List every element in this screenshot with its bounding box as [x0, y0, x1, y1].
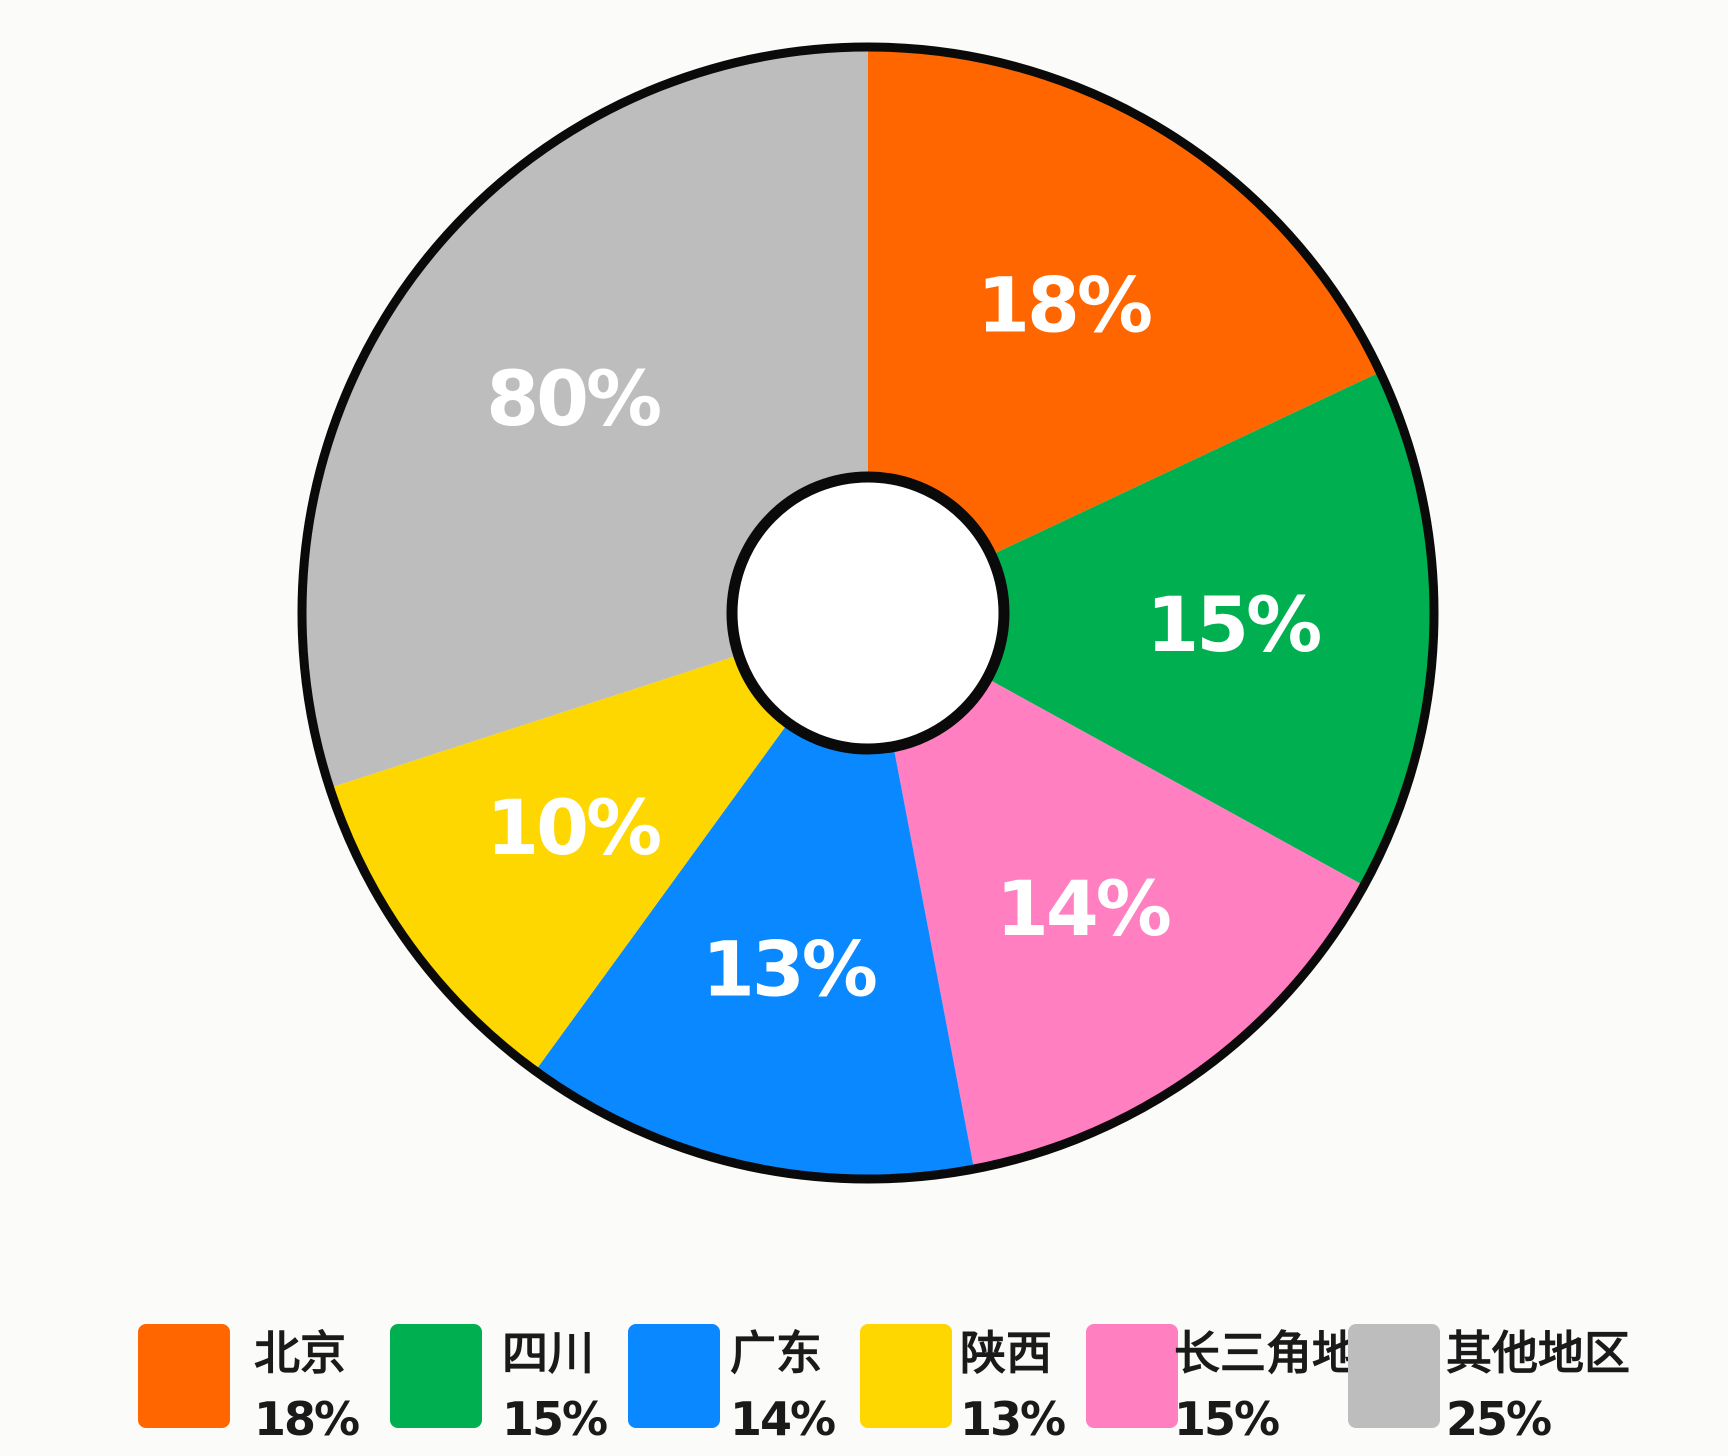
legend-name-0: 北京: [254, 1326, 346, 1380]
slice-label-1: 15%: [1146, 580, 1320, 669]
legend-text-3: 陕西 13%: [960, 1320, 1066, 1452]
legend-value-3: 13%: [960, 1392, 1066, 1446]
legend-value-1: 15%: [502, 1392, 608, 1446]
legend-swatch-3: [860, 1324, 952, 1428]
legend-text-2: 广东 14%: [730, 1320, 836, 1452]
legend-name-5: 其他地区: [1446, 1326, 1630, 1380]
chart-slice-labels: 18% 15% 14% 13% 10% 80%: [486, 260, 1323, 1014]
legend-swatch-1: [390, 1324, 482, 1428]
legend-swatch-2: [628, 1324, 720, 1428]
legend-name-1: 四川: [502, 1326, 594, 1380]
pie-slice-3: [535, 613, 975, 1179]
legend-text-0: 北京 18%: [254, 1320, 360, 1452]
donut-chart: 18% 15% 14% 13% 10% 80%: [297, 42, 1439, 1184]
slice-label-3: 13%: [702, 925, 876, 1014]
legend-value-2: 14%: [730, 1392, 836, 1446]
pie-slice-1: [868, 372, 1434, 886]
legend-text-5: 其他地区 25%: [1446, 1320, 1630, 1452]
legend-value-0: 18%: [254, 1392, 360, 1446]
pie-slice-5: [301, 47, 868, 788]
slice-label-0: 18%: [977, 260, 1151, 349]
pie-slice-0: [868, 47, 1381, 613]
chart-outer-ring: [297, 42, 1439, 1184]
chart-legend: 北京 18% 四川 15% 广东 14% 陕西 13% 长三角地区 15% 其他地区 25%: [138, 1320, 1630, 1446]
legend-name-3: 陕西: [960, 1326, 1052, 1380]
legend-value-4: 15%: [1174, 1392, 1280, 1446]
slice-label-2: 14%: [996, 864, 1170, 953]
legend-name-2: 广东: [730, 1326, 822, 1380]
legend-swatch-5: [1348, 1324, 1440, 1428]
legend-swatch-0: [138, 1324, 230, 1428]
pie-slice-4: [329, 613, 868, 1071]
chart-center-hole: [726, 471, 1010, 755]
legend-text-1: 四川 15%: [502, 1320, 608, 1452]
chart-slices: [301, 47, 1434, 1179]
pie-slice-2: [868, 613, 1364, 1169]
legend-value-5: 25%: [1446, 1392, 1552, 1446]
slice-label-4: 10%: [486, 783, 660, 872]
slice-label-5: 80%: [486, 354, 660, 443]
legend-swatch-4: [1086, 1324, 1178, 1428]
